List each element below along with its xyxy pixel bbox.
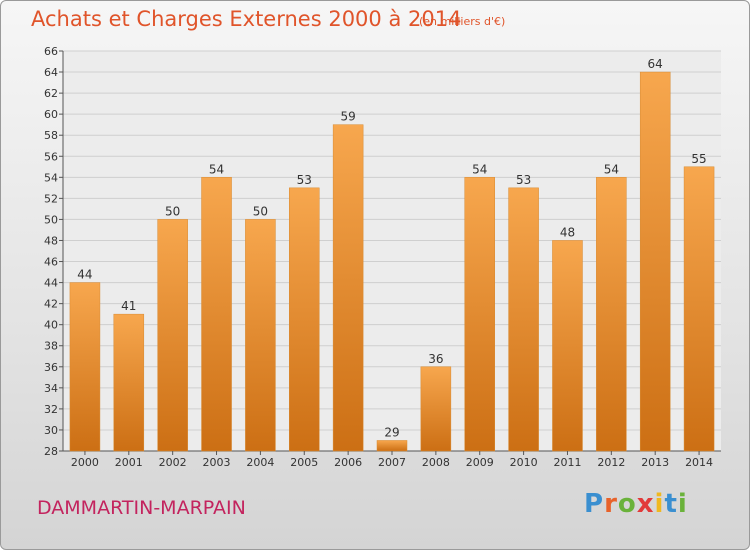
y-tick-label: 64: [44, 66, 58, 79]
y-tick-label: 66: [44, 45, 58, 58]
x-tick-label: 2009: [466, 456, 494, 469]
bar-value-label: 48: [560, 225, 575, 239]
bar-value-label: 50: [253, 204, 268, 218]
bar-value-label: 64: [648, 57, 663, 71]
bar: [157, 219, 188, 452]
x-tick-label: 2014: [685, 456, 713, 469]
y-tick-label: 50: [44, 213, 58, 226]
y-tick-label: 34: [44, 382, 58, 395]
x-tick-label: 2012: [597, 456, 625, 469]
bar-value-label: 54: [604, 162, 619, 176]
x-tick-label: 2005: [290, 456, 318, 469]
bar: [552, 240, 583, 452]
x-tick-label: 2008: [422, 456, 450, 469]
bar: [639, 71, 671, 452]
y-tick-label: 38: [44, 340, 58, 353]
logo-letter: x: [636, 489, 655, 519]
bar-value-label: 29: [384, 425, 399, 439]
bar: [69, 282, 101, 452]
y-tick-label: 36: [44, 361, 58, 374]
bar-value-label: 50: [165, 204, 180, 218]
x-tick-label: 2001: [115, 456, 143, 469]
bar: [508, 187, 539, 452]
bar-value-label: 53: [297, 173, 312, 187]
y-tick-label: 32: [44, 403, 58, 416]
bar-value-label: 59: [340, 110, 355, 124]
x-tick-label: 2007: [378, 456, 406, 469]
y-tick-label: 52: [44, 192, 58, 205]
y-tick-label: 42: [44, 298, 58, 311]
bar: [683, 166, 715, 452]
bar: [464, 177, 495, 452]
bar: [113, 313, 145, 452]
logo-letter: i: [654, 489, 665, 519]
bar-value-label: 44: [77, 268, 92, 282]
y-tick-label: 30: [44, 424, 58, 437]
x-tick-label: 2000: [71, 456, 99, 469]
y-tick-label: 62: [44, 87, 58, 100]
chart-subtitle: (en milliers d'€): [419, 15, 506, 28]
bar-value-label: 41: [121, 299, 136, 313]
city-name: DAMMARTIN-MARPAIN: [37, 497, 246, 519]
logo-letter: i: [677, 489, 688, 519]
bar-value-label: 53: [516, 173, 531, 187]
x-tick-label: 2006: [334, 456, 362, 469]
bar: [201, 177, 232, 452]
bar-value-label: 55: [691, 152, 706, 166]
bar-value-label: 54: [472, 162, 487, 176]
logo-letter: o: [617, 489, 637, 519]
x-tick-label: 2013: [641, 456, 669, 469]
bar: [245, 219, 276, 452]
x-tick-label: 2011: [553, 456, 581, 469]
chart-title: Achats et Charges Externes 2000 à 2014: [31, 7, 462, 31]
y-tick-label: 46: [44, 256, 58, 269]
logo-letter: t: [664, 489, 678, 519]
x-tick-label: 2002: [159, 456, 187, 469]
bar-value-label: 54: [209, 162, 224, 176]
y-tick-label: 60: [44, 108, 58, 121]
y-tick-label: 40: [44, 319, 58, 332]
y-tick-label: 28: [44, 445, 58, 458]
bar-value-label: 36: [428, 352, 443, 366]
logo-letter: P: [584, 489, 605, 519]
logo-letter: r: [604, 489, 618, 519]
y-tick-label: 58: [44, 129, 58, 142]
y-tick-label: 56: [44, 150, 58, 163]
bar: [596, 177, 627, 452]
x-tick-label: 2004: [246, 456, 274, 469]
bar: [289, 187, 320, 452]
bar: [332, 124, 364, 452]
x-tick-label: 2003: [203, 456, 231, 469]
x-tick-label: 2010: [510, 456, 538, 469]
proxiti-logo[interactable]: Proxiti: [584, 489, 688, 519]
bar: [376, 440, 408, 452]
y-tick-label: 54: [44, 171, 58, 184]
y-tick-label: 44: [44, 277, 58, 290]
bar: [420, 366, 452, 452]
y-tick-label: 48: [44, 234, 58, 247]
